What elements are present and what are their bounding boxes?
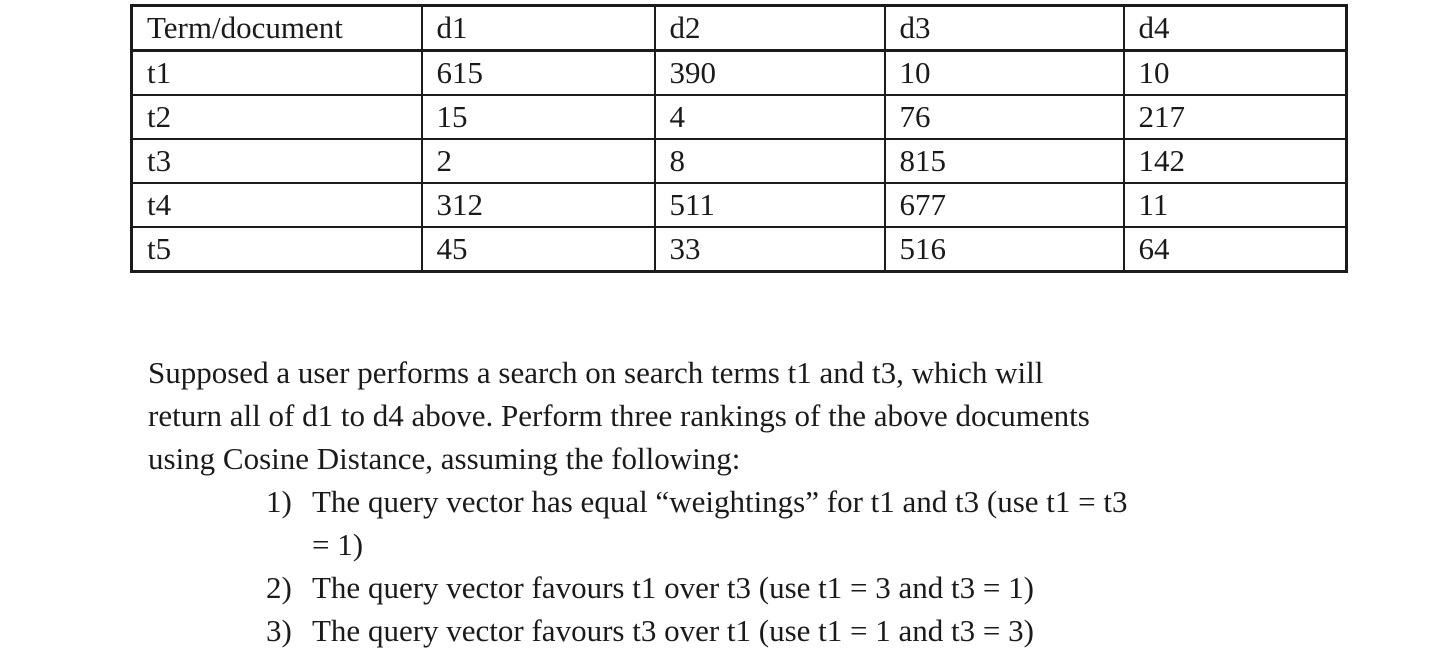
value-cell: 516: [883, 226, 1125, 273]
value-cell: 76: [883, 94, 1125, 140]
table-header-row: Term/document d1 d2 d3 d4: [130, 4, 1348, 52]
paragraph-line: return all of d1 to d4 above. Perform th…: [148, 398, 1090, 433]
list-line: The query vector has equal “weightings” …: [312, 484, 1128, 519]
header-cell-d2: d2: [653, 4, 886, 52]
value-cell: 677: [883, 182, 1125, 228]
value-cell: 10: [1122, 49, 1348, 96]
list-item-text: The query vector has equal “weightings” …: [312, 480, 1388, 566]
question-text-block: Supposed a user performs a search on sea…: [148, 351, 1388, 652]
list-line: The query vector favours t3 over t1 (use…: [312, 613, 1034, 648]
list-item-number: 2): [266, 570, 292, 605]
value-cell: 33: [653, 226, 886, 273]
table-row-t1: t1 615 390 10 10: [130, 49, 1348, 96]
value-cell: 615: [420, 49, 656, 96]
header-cell-d4: d4: [1122, 4, 1348, 52]
term-cell: t1: [130, 49, 423, 96]
term-cell: t4: [130, 182, 423, 228]
list-item-text: The query vector favours t1 over t3 (use…: [312, 566, 1388, 609]
value-cell: 312: [420, 182, 656, 228]
value-cell: 390: [653, 49, 886, 96]
term-cell: t3: [130, 138, 423, 184]
header-cell-d1: d1: [420, 4, 656, 52]
list-item-text: The query vector favours t3 over t1 (use…: [312, 609, 1388, 652]
question-paragraph: Supposed a user performs a search on sea…: [148, 351, 1388, 480]
term-document-table: Term/document d1 d2 d3 d4 t1 615 390 10 …: [130, 4, 1348, 273]
table-row-t3: t3 2 8 815 142: [130, 138, 1348, 184]
list-item-3: 3) The query vector favours t3 over t1 (…: [148, 609, 1388, 652]
list-line: The query vector favours t1 over t3 (use…: [312, 570, 1034, 605]
value-cell: 2: [420, 138, 656, 184]
value-cell: 8: [653, 138, 886, 184]
value-cell: 64: [1122, 226, 1348, 273]
header-cell-d3: d3: [883, 4, 1125, 52]
assumptions-list: 1) The query vector has equal “weighting…: [148, 480, 1388, 652]
table-row-t4: t4 312 511 677 11: [130, 182, 1348, 228]
list-line: = 1): [312, 527, 364, 562]
value-cell: 15: [420, 94, 656, 140]
value-cell: 511: [653, 182, 886, 228]
list-item-1: 1) The query vector has equal “weighting…: [148, 480, 1388, 566]
value-cell: 11: [1122, 182, 1348, 228]
value-cell: 10: [883, 49, 1125, 96]
paragraph-line: using Cosine Distance, assuming the foll…: [148, 441, 741, 476]
value-cell: 217: [1122, 94, 1348, 140]
value-cell: 142: [1122, 138, 1348, 184]
list-item-number: 1): [266, 484, 292, 519]
table-row-t5: t5 45 33 516 64: [130, 226, 1348, 273]
table-row-t2: t2 15 4 76 217: [130, 94, 1348, 140]
value-cell: 45: [420, 226, 656, 273]
list-item-2: 2) The query vector favours t1 over t3 (…: [148, 566, 1388, 609]
header-cell-term-document: Term/document: [130, 4, 423, 52]
list-item-number: 3): [266, 613, 292, 648]
term-cell: t2: [130, 94, 423, 140]
value-cell: 4: [653, 94, 886, 140]
value-cell: 815: [883, 138, 1125, 184]
term-cell: t5: [130, 226, 423, 273]
paragraph-line: Supposed a user performs a search on sea…: [148, 355, 1044, 390]
